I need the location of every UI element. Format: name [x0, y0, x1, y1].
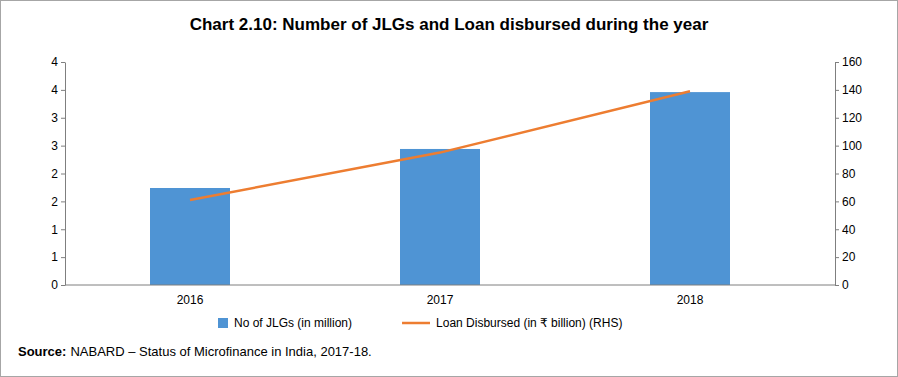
tick-mark [61, 201, 65, 202]
tick-label: 3 [51, 139, 58, 153]
tick-label: 2 [51, 195, 58, 209]
line [190, 91, 690, 200]
y2-tick: 120 [835, 111, 862, 125]
x-tick: 2016 [177, 285, 204, 307]
axis-line [65, 63, 66, 286]
y-tick: 1 [51, 250, 65, 264]
tick-mark [835, 257, 839, 258]
y-tick: 4 [51, 83, 65, 97]
plot-area [150, 91, 730, 285]
tick-mark [835, 285, 839, 286]
tick-label: 160 [842, 55, 862, 69]
y-tick: 0 [51, 278, 65, 292]
tick-label: 0 [842, 278, 849, 292]
bar [150, 188, 230, 285]
y-tick: 3 [51, 111, 65, 125]
tick-mark [835, 201, 839, 202]
y-tick: 3 [51, 139, 65, 153]
tick-label: 120 [842, 111, 862, 125]
x-axis: 2016 2017 2018 [65, 285, 835, 307]
tick-label: 1 [51, 223, 58, 237]
y-tick: 4 [51, 55, 65, 69]
y-tick: 2 [51, 167, 65, 181]
x-tick: 2018 [677, 285, 704, 307]
axis-line [65, 285, 835, 286]
tick-label: 100 [842, 139, 862, 153]
tick-label: 140 [842, 83, 862, 97]
source-text: NABARD – Status of Microfinance in India… [70, 344, 371, 359]
tick-label: 2017 [427, 293, 454, 307]
tick-mark [61, 90, 65, 91]
tick-mark [835, 146, 839, 147]
tick-mark [61, 229, 65, 230]
tick-label: 4 [51, 83, 58, 97]
tick-label: 4 [51, 55, 58, 69]
y-tick: 1 [51, 223, 65, 237]
y2-tick: 20 [835, 250, 856, 264]
tick-label: 2016 [177, 293, 204, 307]
frame [1, 1, 898, 377]
legend-item: No of JLGs (in million) [218, 316, 352, 330]
tick-label: 2018 [677, 293, 704, 307]
bar [400, 149, 480, 285]
y2-tick: 100 [835, 139, 862, 153]
tick-label: 2 [51, 167, 58, 181]
tick-label: 1 [51, 250, 58, 264]
y-axis: 0 1 1 2 2 3 3 4 4 [51, 55, 65, 292]
legend-swatch [218, 318, 228, 328]
legend-label: Loan Disbursed (in ₹ billion) (RHS) [436, 316, 622, 330]
tick-mark [835, 118, 839, 119]
y2-tick: 140 [835, 83, 862, 97]
tick-label: 3 [51, 111, 58, 125]
tick-label: 0 [51, 278, 58, 292]
tick-mark [61, 146, 65, 147]
tick-label: 80 [842, 167, 856, 181]
y2-tick: 160 [835, 55, 862, 69]
bar [650, 92, 730, 285]
tick-mark [835, 62, 839, 63]
title: Chart 2.10: Number of JLGs and Loan disb… [190, 15, 709, 34]
legend: No of JLGs (in million) Loan Disbursed (i… [218, 316, 622, 330]
tick-mark [61, 118, 65, 119]
tick-mark [835, 174, 839, 175]
legend-swatch [402, 322, 430, 325]
y2-tick: 60 [835, 195, 856, 209]
tick-mark [61, 257, 65, 258]
chart: Chart 2.10: Number of JLGs and Loan disb… [0, 0, 898, 377]
tick-mark [835, 229, 839, 230]
y2-tick: 40 [835, 223, 856, 237]
legend-item: Loan Disbursed (in ₹ billion) (RHS) [402, 316, 622, 330]
x-tick: 2017 [427, 285, 454, 307]
source: Source: NABARD – Status of Microfinance i… [18, 344, 372, 359]
y2-axis: 0 20 40 60 80 100 120 140 160 [835, 55, 862, 292]
y2-tick: 80 [835, 167, 856, 181]
source-label: Source: [18, 344, 66, 359]
y2-tick: 0 [835, 278, 849, 292]
tick-mark [835, 90, 839, 91]
tick-label: 20 [842, 250, 856, 264]
tick-mark [61, 174, 65, 175]
tick-label: 60 [842, 195, 856, 209]
legend-label: No of JLGs (in million) [234, 316, 352, 330]
y-tick: 2 [51, 195, 65, 209]
tick-label: 40 [842, 223, 856, 237]
tick-mark [61, 285, 65, 286]
tick-mark [61, 62, 65, 63]
